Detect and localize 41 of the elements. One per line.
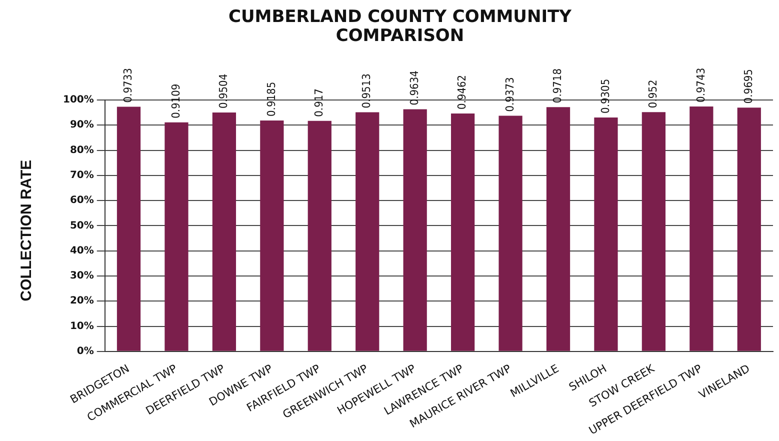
data-label: 0.9634 [408,70,421,106]
bar [260,120,284,351]
bar [164,122,188,351]
data-label: 0.9185 [264,82,278,116]
y-tick-label: 80% [70,144,94,156]
y-tick-label: 10% [70,320,94,332]
y-tick-label: 20% [70,296,94,307]
data-label: 0.9513 [360,74,374,108]
y-tick-label: 30% [70,270,94,282]
data-label: 0.9695 [742,69,755,104]
bar [690,106,714,351]
bar [498,116,522,351]
bar [212,112,236,351]
bar [308,120,332,351]
data-label: 0.9733 [122,68,135,103]
bar [116,106,141,351]
data-label: 0.9373 [503,77,516,112]
data-label: 0.952 [646,80,660,108]
bar [594,117,618,351]
data-label: 0.917 [312,88,326,117]
bar [546,107,570,351]
data-label: 0.9743 [694,68,708,102]
y-tick-label: 50% [70,220,94,232]
data-label: 0.9462 [456,74,469,110]
y-tick-label: 100% [62,94,94,106]
bar [403,109,427,351]
y-axis-title: COLLECTION RATE [18,159,36,301]
y-tick-label: 70% [70,170,94,182]
y-tick-label: 40% [70,245,94,256]
data-label: 0.9718 [551,68,564,104]
data-label: 0.9109 [169,84,182,118]
bar [356,112,380,351]
bar [450,114,475,351]
y-tick-label: 90% [70,120,94,131]
chart-title: CUMBERLAND COUNTY COMMUNITY COMPARISON [228,7,572,46]
data-label: 0.9305 [598,78,612,114]
bar [737,108,761,351]
data-label: 0.9504 [217,74,230,108]
bar [642,112,666,351]
y-tick-label: 60% [70,195,94,206]
y-tick-label: 0% [76,346,94,358]
